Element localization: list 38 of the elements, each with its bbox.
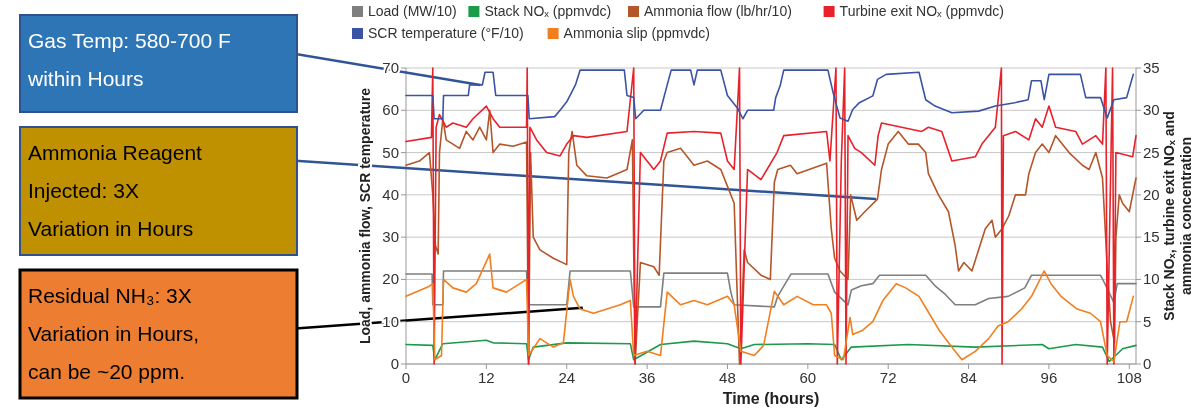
y2-tick-label: 20 [1143, 185, 1160, 203]
x-tick-label: 36 [638, 369, 656, 386]
y2-tick-label: 0 [1143, 355, 1152, 372]
y-tick-label: 30 [382, 228, 399, 246]
legend-label: Ammonia slip (ppmvdc) [563, 25, 710, 41]
y-tick-label: 20 [382, 270, 399, 288]
legend-label: Ammonia flow (lb/hr/10) [644, 3, 792, 19]
y2-axis-title: Stack NOₓ, turbine exit NOₓ and ammonia concentration [1161, 111, 1194, 321]
legend-label: Load (MW/10) [368, 3, 457, 19]
x-tick-label: 24 [558, 369, 576, 386]
x-tick-label: 72 [879, 369, 897, 386]
y-axis-title: Load, ammonia flow, SCR temperature [357, 87, 373, 345]
legend-label: SCR temperature (°F/10) [368, 25, 524, 41]
y2-tick-label: 15 [1143, 228, 1160, 246]
x-tick-label: 48 [719, 369, 736, 386]
y2-tick-label: 35 [1143, 59, 1160, 76]
legend-label: Stack NOₓ (ppmvdc) [484, 3, 612, 19]
line-series [405, 270, 1137, 308]
annotation: Gas Temp: 580-700 F within Hours [27, 29, 231, 90]
y2-tick-label: 30 [1143, 101, 1160, 119]
legend-label: Turbine exit NOₓ (ppmvdc) [839, 3, 1004, 19]
x-tick-label: 12 [478, 369, 495, 386]
x-axis-title: Time (hours) [722, 390, 820, 407]
x-tick-label: 84 [960, 369, 977, 386]
x-tick-label: 96 [1040, 369, 1058, 386]
y-tick-label: 0 [390, 355, 399, 372]
annotation: Residual NH₃: 3X Variation in Hours, can be ~20 ppm. [28, 284, 200, 383]
y-tick-label: 50 [382, 143, 399, 161]
y2-tick-label: 10 [1143, 270, 1160, 288]
x-tick-label: 60 [799, 369, 817, 386]
annotation: Ammonia Reagent Injected: 3X Variation in Hours [28, 141, 203, 240]
y-tick-label: 60 [382, 101, 399, 119]
y2-tick-label: 5 [1143, 312, 1152, 330]
y2-tick-label: 25 [1143, 143, 1160, 161]
x-tick-label: 0 [401, 369, 411, 386]
line-series [405, 69, 1135, 123]
x-tick-label: 108 [1116, 369, 1142, 386]
y-tick-label: 40 [382, 185, 399, 203]
